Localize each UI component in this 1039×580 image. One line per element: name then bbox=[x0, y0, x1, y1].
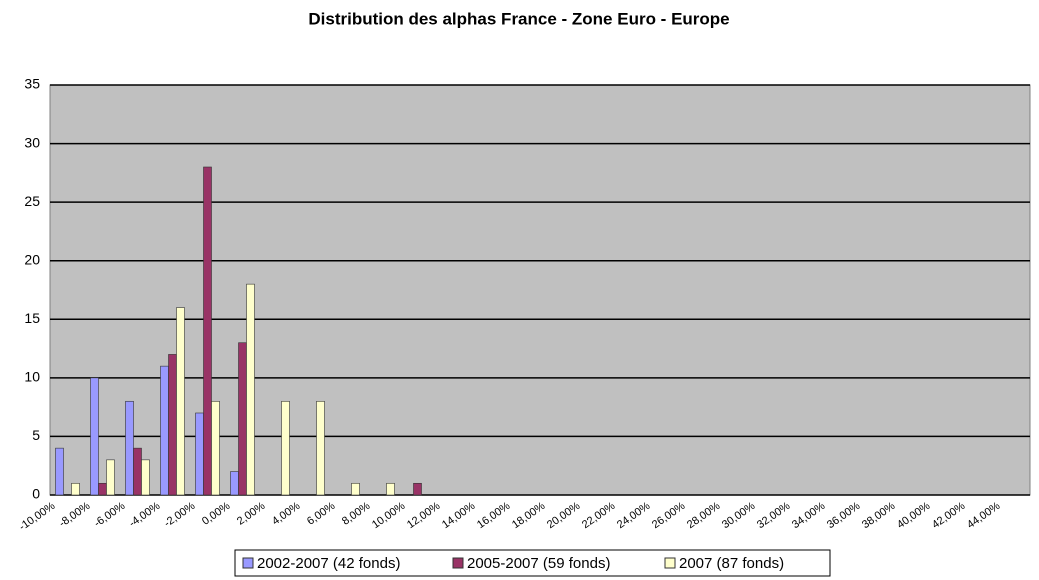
x-tick-label: 22,00% bbox=[580, 500, 618, 531]
y-tick-label: 0 bbox=[32, 486, 40, 502]
x-tick-label: 20,00% bbox=[545, 500, 583, 531]
x-tick-label: 36,00% bbox=[825, 500, 863, 531]
x-tick-label: 2,00% bbox=[235, 500, 268, 528]
x-tick-label: 34,00% bbox=[790, 500, 828, 531]
y-tick-label: 20 bbox=[24, 251, 40, 267]
bar bbox=[125, 400, 134, 496]
x-tick-label: 0,00% bbox=[200, 500, 233, 528]
y-tick-label: 5 bbox=[32, 427, 40, 443]
bar bbox=[351, 482, 360, 496]
x-tick-label: 12,00% bbox=[405, 500, 443, 531]
bar bbox=[246, 283, 255, 496]
y-tick-label: 10 bbox=[24, 369, 40, 385]
y-tick-label: 15 bbox=[24, 310, 40, 326]
bar bbox=[281, 400, 290, 496]
chart-title: Distribution des alphas France - Zone Eu… bbox=[308, 9, 729, 28]
bar bbox=[90, 377, 99, 496]
bar bbox=[211, 400, 220, 496]
bar bbox=[386, 482, 395, 496]
bar bbox=[71, 482, 80, 496]
bar bbox=[413, 482, 422, 496]
bar bbox=[160, 365, 169, 496]
bar bbox=[195, 412, 204, 496]
x-tick-label: -10,00% bbox=[17, 500, 58, 533]
legend-label: 2002-2007 (42 fonds) bbox=[257, 555, 400, 572]
x-tick-label: 24,00% bbox=[615, 500, 653, 531]
legend-label: 2007 (87 fonds) bbox=[679, 555, 784, 572]
bar bbox=[203, 166, 212, 496]
x-tick-label: 18,00% bbox=[510, 500, 548, 531]
bar bbox=[133, 447, 142, 496]
y-tick-label: 30 bbox=[24, 134, 40, 150]
x-tick-label: 30,00% bbox=[720, 500, 758, 531]
legend-label: 2005-2007 (59 fonds) bbox=[467, 555, 610, 572]
x-tick-label: -6,00% bbox=[92, 500, 128, 530]
x-tick-label: 44,00% bbox=[965, 500, 1003, 531]
x-tick-label: -8,00% bbox=[57, 500, 93, 530]
x-tick-label: 8,00% bbox=[340, 500, 373, 528]
x-tick-label: 6,00% bbox=[305, 500, 338, 528]
bar bbox=[106, 459, 115, 496]
legend-swatch bbox=[664, 557, 676, 569]
x-tick-label: 26,00% bbox=[650, 500, 688, 531]
x-tick-label: -4,00% bbox=[127, 500, 163, 530]
legend-box bbox=[234, 549, 831, 577]
x-tick-label: 32,00% bbox=[755, 500, 793, 531]
y-tick-label: 25 bbox=[24, 193, 40, 209]
bar bbox=[230, 471, 239, 496]
legend-swatch bbox=[452, 557, 464, 569]
x-tick-label: 14,00% bbox=[440, 500, 478, 531]
bar bbox=[55, 447, 64, 496]
x-tick-label: 10,00% bbox=[370, 500, 408, 531]
bar bbox=[316, 400, 325, 496]
x-tick-label: 42,00% bbox=[930, 500, 968, 531]
x-tick-label: -2,00% bbox=[162, 500, 198, 530]
bar bbox=[168, 354, 177, 496]
x-tick-label: 16,00% bbox=[475, 500, 513, 531]
x-tick-label: 38,00% bbox=[860, 500, 898, 531]
bar bbox=[176, 307, 185, 496]
x-tick-label: 40,00% bbox=[895, 500, 933, 531]
bar bbox=[98, 482, 107, 496]
bar bbox=[238, 342, 247, 496]
x-tick-label: 4,00% bbox=[270, 500, 303, 528]
x-tick-label: 28,00% bbox=[685, 500, 723, 531]
legend-swatch bbox=[242, 557, 254, 569]
bar bbox=[141, 459, 150, 496]
y-tick-label: 35 bbox=[24, 76, 40, 92]
